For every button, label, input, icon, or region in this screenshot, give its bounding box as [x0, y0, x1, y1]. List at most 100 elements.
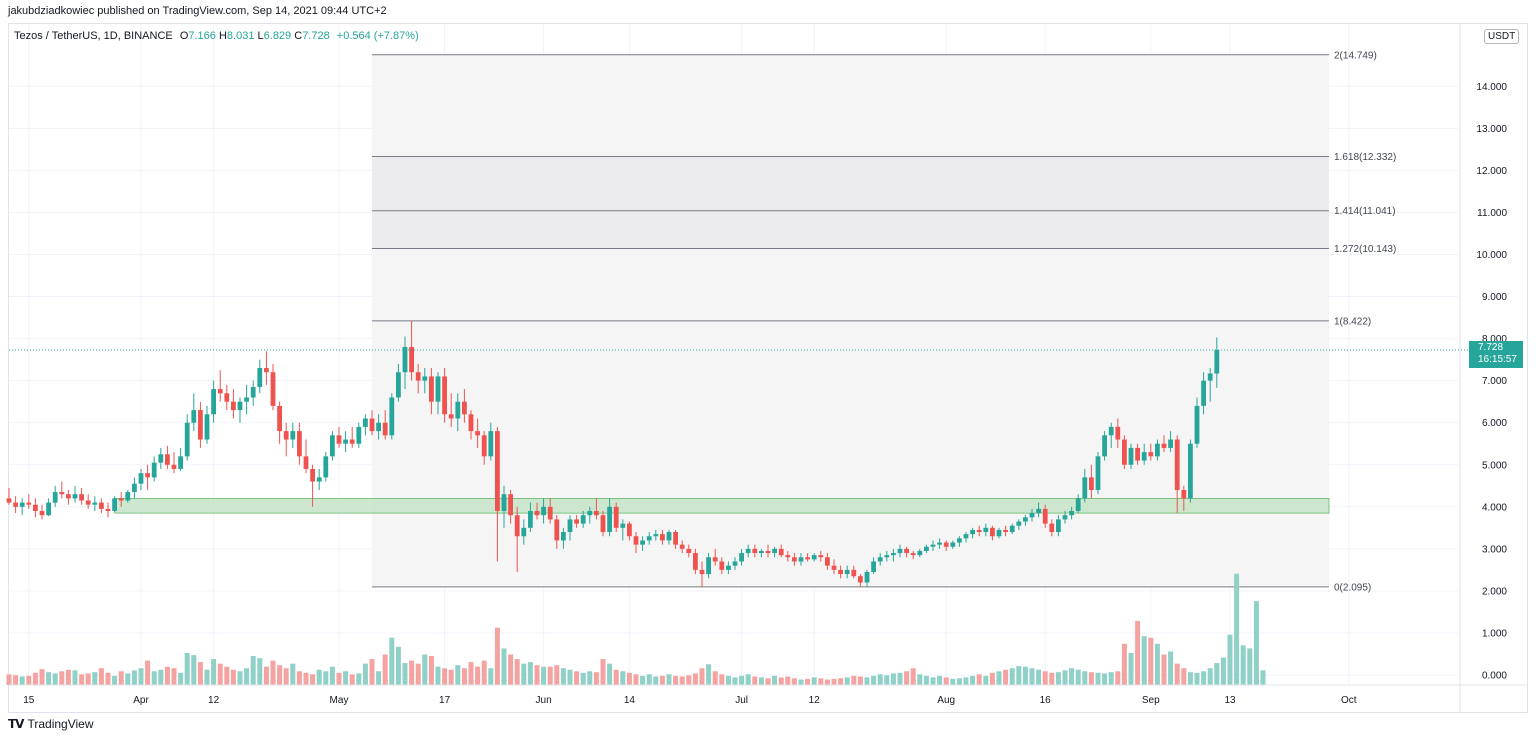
tradingview-logo[interactable]: 𝗧𝗩 TradingView	[8, 717, 94, 731]
candle-body	[455, 401, 461, 419]
candle-body	[99, 502, 104, 509]
candle-body	[871, 561, 876, 572]
volume-bar	[633, 674, 639, 685]
candle	[917, 548, 923, 558]
candle	[567, 515, 573, 541]
candle-body	[151, 462, 157, 478]
y-tick-label: 12.000	[1476, 166, 1507, 177]
candle	[877, 553, 883, 566]
volume-bar	[844, 677, 850, 685]
candle	[481, 431, 487, 465]
candle	[818, 550, 824, 562]
y-tick-label: 10.000	[1476, 250, 1507, 261]
volume-bar	[587, 671, 593, 685]
candle	[211, 380, 216, 423]
candle-body	[699, 569, 705, 575]
support-zone	[114, 497, 1330, 514]
volume-bar	[1042, 671, 1048, 685]
volume-bar	[890, 673, 896, 685]
candle-body	[1023, 517, 1028, 522]
support-zone-rect	[114, 497, 1330, 514]
candle-body	[534, 511, 540, 516]
volume-bar	[1108, 672, 1114, 685]
candle	[303, 439, 309, 474]
volume-bar	[673, 675, 679, 685]
candle	[950, 540, 956, 549]
candle-body	[105, 508, 111, 512]
volume-bar	[871, 675, 877, 685]
candle-body	[356, 426, 362, 444]
candle-body	[442, 376, 447, 415]
candle	[574, 515, 579, 528]
candle	[699, 561, 705, 587]
candle-body	[1036, 508, 1041, 514]
candle	[1141, 443, 1147, 465]
candle	[666, 529, 672, 545]
candle	[244, 384, 249, 415]
volume-bar	[613, 669, 619, 685]
volume-bar	[164, 666, 170, 685]
candle	[204, 405, 210, 444]
candle-body	[745, 548, 751, 554]
candle	[1075, 494, 1081, 514]
candle	[92, 496, 98, 512]
candle	[39, 504, 45, 520]
fib-band	[372, 248, 1329, 321]
fib-label: 2(14.749)	[1334, 50, 1377, 61]
candle-body	[171, 464, 177, 469]
candle	[587, 506, 593, 524]
candle-body	[217, 389, 223, 394]
candle	[554, 515, 560, 549]
candle	[514, 506, 520, 572]
candle	[521, 519, 527, 545]
candle-body	[46, 502, 51, 516]
low-label: L	[257, 30, 264, 42]
volume-bar	[910, 668, 916, 685]
candle-body	[996, 529, 1002, 537]
candle	[363, 414, 368, 436]
candle-body	[349, 439, 355, 444]
candle-body	[396, 372, 401, 398]
candle-body	[33, 504, 38, 512]
candle	[1181, 485, 1187, 512]
volume-bar	[560, 668, 566, 685]
candle	[594, 498, 599, 520]
candle-body	[231, 401, 236, 411]
volume-bar	[593, 672, 599, 685]
volume-bar	[943, 677, 949, 685]
volume-bar	[917, 674, 923, 685]
candle	[561, 527, 566, 549]
volume-bar	[884, 675, 890, 685]
candle-body	[963, 534, 969, 539]
candle	[158, 447, 164, 469]
chart-area[interactable]	[8, 23, 1528, 713]
candle-body	[778, 548, 784, 556]
candle-body	[448, 414, 454, 419]
volume-bar	[369, 659, 375, 685]
volume-bar	[534, 665, 540, 685]
candle-body	[1042, 508, 1048, 524]
volume-bar	[897, 672, 903, 685]
x-tick-label: Jul	[735, 695, 748, 706]
volume-bar	[481, 660, 487, 685]
candle-body	[435, 376, 441, 402]
candle-body	[1135, 447, 1140, 461]
candle-body	[1095, 456, 1101, 490]
volume-bar	[501, 648, 507, 685]
candle-body	[600, 515, 606, 533]
candle	[1009, 523, 1015, 535]
volume-bar	[191, 655, 197, 685]
candle	[732, 557, 738, 570]
candle-body	[706, 557, 711, 575]
volume-bar	[1181, 668, 1187, 685]
candle	[937, 538, 942, 549]
candle-body	[580, 515, 586, 524]
candle-body	[957, 538, 962, 543]
currency-button[interactable]: USDT	[1484, 29, 1520, 44]
candle	[640, 536, 645, 551]
candle	[508, 489, 513, 524]
candle	[475, 418, 480, 448]
candle-body	[363, 418, 368, 427]
candle-body	[798, 557, 804, 562]
